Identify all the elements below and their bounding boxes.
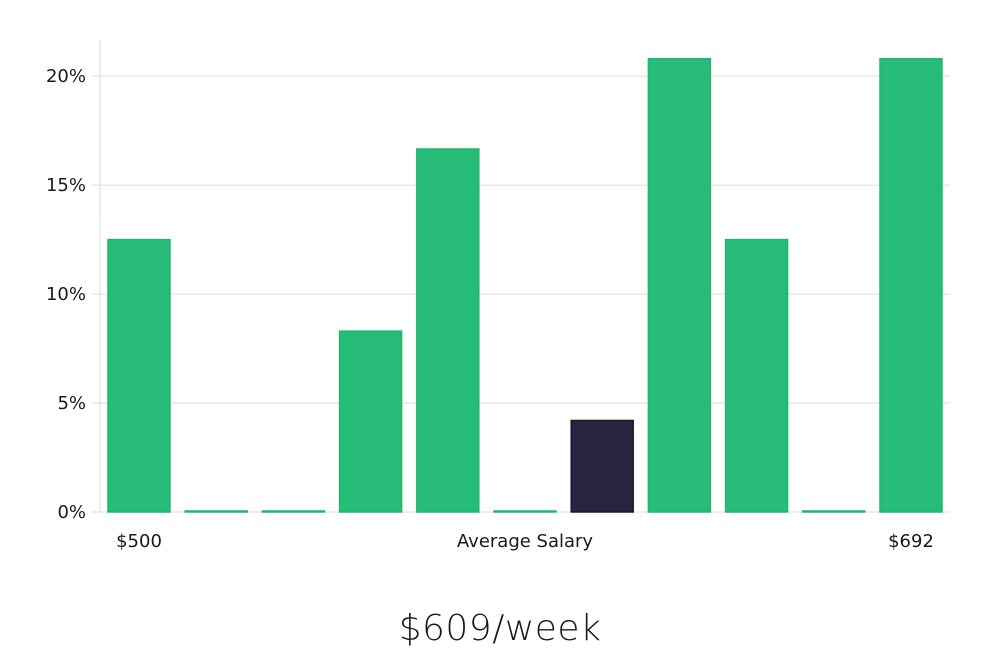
x-axis-title: Average Salary [457, 531, 594, 552]
bar [493, 510, 557, 513]
y-tick-label: 5% [57, 393, 86, 414]
y-tick-label: 20% [46, 66, 86, 87]
y-tick-label: 15% [46, 175, 86, 196]
bar [724, 238, 789, 513]
bar [879, 57, 943, 513]
bar-highlighted [570, 419, 634, 513]
bar [107, 238, 171, 513]
y-tick-label: 0% [57, 502, 86, 523]
salary-distribution-chart: 0% 5% 10% 15% 20% $500 Average Salary $692 [46, 40, 950, 552]
grid-lines [92, 40, 950, 513]
bar [338, 330, 403, 513]
average-salary-headline: $609/week [398, 608, 602, 649]
x-axis-min-label: $500 [116, 531, 162, 552]
bars [107, 57, 943, 513]
bar [416, 148, 480, 513]
y-axis-tick-labels: 0% 5% 10% 15% 20% [46, 66, 86, 523]
y-tick-label: 10% [46, 284, 86, 305]
bar [184, 510, 248, 513]
bar [802, 510, 866, 513]
x-axis-max-label: $692 [888, 531, 934, 552]
bar [647, 57, 712, 513]
bar [261, 510, 326, 513]
